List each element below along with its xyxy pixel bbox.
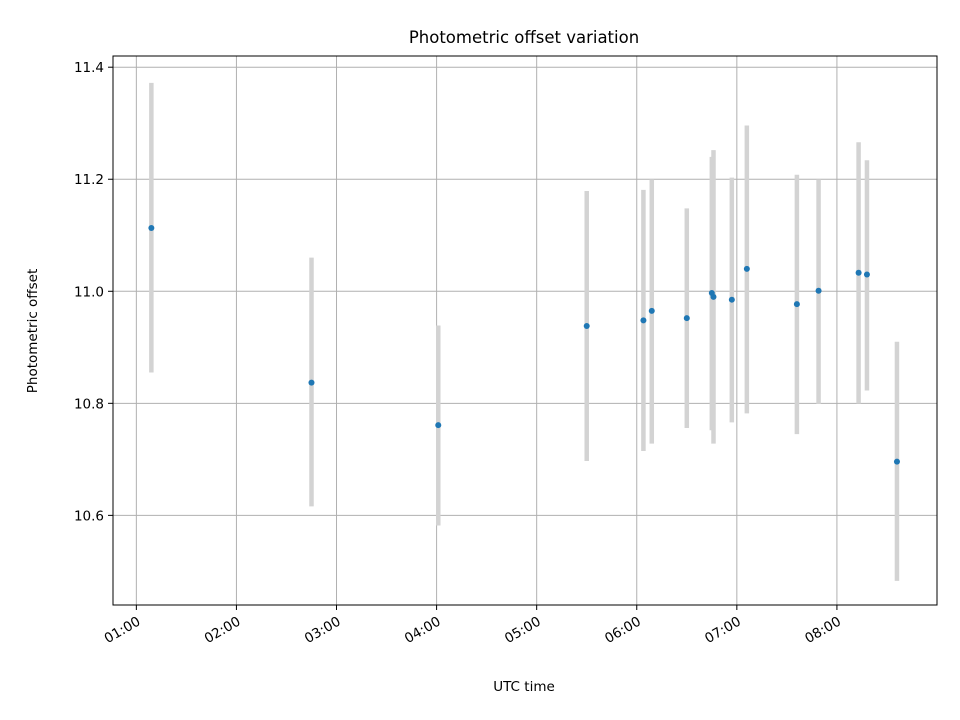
data-point [893, 458, 900, 465]
chart-title: Photometric offset variation [409, 28, 639, 47]
x-tick-label: 06:00 [602, 614, 644, 647]
data-point [815, 287, 822, 294]
x-tick-label: 07:00 [702, 614, 744, 647]
data-point [148, 224, 155, 231]
y-tick-label: 10.6 [74, 508, 104, 524]
data-point [855, 269, 862, 276]
x-tick-label: 08:00 [802, 614, 844, 647]
x-tick-label: 01:00 [102, 614, 144, 647]
y-axis-label: Photometric offset [25, 269, 41, 393]
y-tick-label: 10.8 [74, 396, 104, 412]
x-tick-label: 02:00 [202, 614, 244, 647]
data-point [743, 265, 750, 272]
x-tick-label: 05:00 [502, 614, 544, 647]
y-tick-label: 11.0 [74, 284, 104, 300]
data-point [683, 315, 690, 322]
x-axis-label: UTC time [493, 679, 555, 695]
data-point [583, 323, 590, 330]
y-tick-label: 11.2 [74, 172, 104, 188]
x-tick-label: 04:00 [402, 614, 444, 647]
data-points [148, 224, 900, 465]
error-bars [149, 82, 900, 581]
x-tick-label: 03:00 [302, 614, 344, 647]
data-point [648, 307, 655, 314]
data-point [710, 293, 717, 300]
data-point [863, 271, 870, 278]
data-point [793, 301, 800, 308]
data-point [728, 296, 735, 303]
data-point [640, 317, 647, 324]
y-tick-label: 11.4 [74, 60, 104, 76]
data-point [435, 422, 442, 429]
plot-area-frame [112, 55, 938, 606]
axis-ticks: 01:00 02:00 03:00 04:00 05:00 06:00 07:00 08:00… [74, 60, 844, 647]
data-point [308, 379, 315, 386]
grid-lines [113, 56, 937, 605]
